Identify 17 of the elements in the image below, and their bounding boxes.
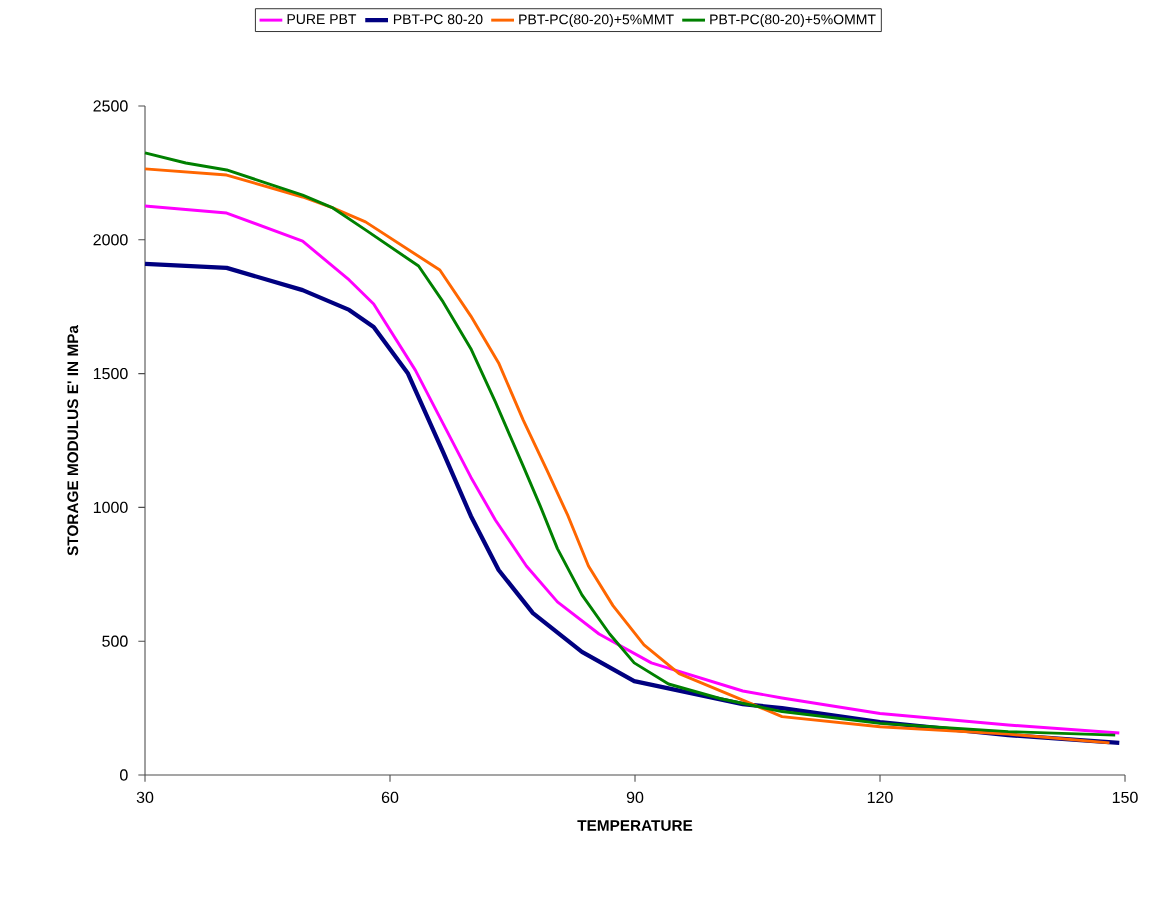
x-tick-label: 120	[867, 791, 893, 804]
x-axis-title: TEMPERATURE	[577, 820, 693, 831]
y-tick-label: 1000	[93, 501, 128, 514]
legend-label: PURE PBT	[287, 14, 357, 25]
x-tick-label: 90	[626, 791, 644, 804]
legend-label: PBT-PC 80-20	[393, 14, 483, 25]
y-tick-label: 2500	[93, 100, 128, 112]
x-tick-label: 150	[1112, 791, 1138, 804]
x-tick-label: 60	[381, 791, 399, 804]
y-tick-label: 0	[120, 769, 128, 781]
y-tick-label: 1500	[93, 367, 128, 380]
x-tick-label: 30	[136, 791, 154, 804]
legend-label: PBT-PC(80-20)+5%OMMT	[710, 14, 876, 28]
y-tick-label: 500	[102, 635, 128, 647]
legend-label: PBT-PC(80-20)+5%MMT	[519, 14, 674, 28]
y-axis-title: STORAGE MODULUS E' IN MPa	[67, 325, 79, 556]
y-tick-label: 2000	[93, 234, 128, 246]
